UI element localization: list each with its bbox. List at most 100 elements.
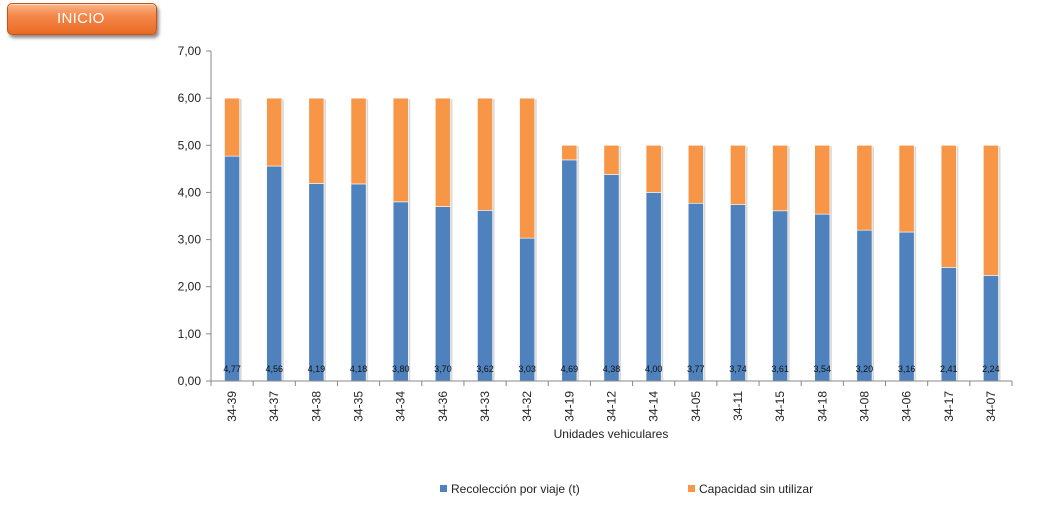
x-axis-title: Unidades vehiculares	[554, 427, 669, 441]
bar-value-label: 3,03	[518, 364, 536, 374]
y-tick-label: 0,00	[178, 374, 202, 388]
x-tick-label: 34-34	[394, 391, 408, 422]
bar-value-label: 4,19	[308, 364, 326, 374]
bar-recoleccion	[519, 237, 536, 382]
bar-recoleccion	[645, 192, 662, 382]
y-tick-label: 5,00	[178, 138, 202, 152]
bar-shadow	[281, 99, 284, 382]
bar-shadow	[323, 99, 326, 382]
x-tick-label: 34-08	[857, 391, 871, 422]
bar-recoleccion	[477, 210, 493, 382]
x-tick-label: 34-06	[900, 391, 914, 422]
bar-capacidad	[983, 144, 999, 276]
y-axis: 0,00 1,00 2,00 3,00 4,00 5,00 6,00 7,00	[178, 44, 212, 388]
bar-capacidad	[519, 97, 536, 239]
bar-recoleccion	[224, 155, 240, 382]
x-tick-label: 34-37	[267, 391, 281, 422]
y-tick-label: 7,00	[178, 44, 202, 58]
bar-shadow	[998, 146, 1001, 381]
bar-value-label: 3,62	[476, 364, 494, 374]
bar-value-label: 3,54	[814, 364, 832, 374]
bar-value-label: 4,69	[561, 364, 579, 374]
bar-value-label: 4,56	[265, 364, 283, 374]
bar-shadow	[408, 99, 411, 382]
bar-capacidad	[308, 97, 325, 184]
x-tick-label: 34-35	[352, 391, 366, 422]
bar-shadow	[787, 146, 790, 381]
x-tick-label: 34-14	[647, 391, 661, 422]
x-tick-label: 34-39	[225, 391, 239, 422]
x-tick-label: 34-19	[562, 391, 576, 422]
bar-shadow	[829, 146, 832, 381]
bar-shadow	[914, 146, 917, 381]
bar-value-label: 3,16	[898, 364, 916, 374]
x-tick-label: 34-33	[478, 391, 492, 422]
y-tick-label: 2,00	[178, 280, 202, 294]
y-tick-label: 6,00	[178, 91, 202, 105]
bar-recoleccion	[730, 204, 746, 382]
x-tick-label: 34-18	[815, 391, 829, 422]
x-tick-label: 34-07	[984, 391, 998, 422]
bar-value-label: 2,41	[940, 364, 958, 374]
bar-capacidad	[856, 144, 873, 231]
bars	[224, 97, 1001, 382]
bar-shadow	[703, 146, 706, 381]
bar-recoleccion	[350, 183, 367, 382]
x-tick-label: 34-11	[731, 391, 745, 421]
inicio-button[interactable]: INICIO	[7, 3, 157, 35]
bar-shadow	[239, 99, 242, 382]
bar-shadow	[661, 146, 664, 381]
bar-shadow	[450, 99, 453, 382]
x-tick-label: 34-17	[942, 391, 956, 422]
bar-recoleccion	[687, 202, 704, 382]
bar-value-label: 4,38	[603, 364, 621, 374]
bar-recoleccion	[814, 213, 831, 382]
bar-value-label: 3,20	[856, 364, 874, 374]
legend: Recolección por viaje (t) Capacidad sin u…	[440, 482, 813, 496]
y-tick-label: 4,00	[178, 185, 202, 199]
bar-capacidad	[266, 97, 283, 167]
bar-recoleccion	[898, 231, 915, 382]
bar-shadow	[492, 99, 495, 382]
bar-shadow	[366, 99, 369, 382]
bar-value-label: 3,74	[729, 364, 747, 374]
bar-shadow	[745, 146, 748, 381]
bar-capacidad	[898, 144, 915, 233]
bar-recoleccion	[603, 174, 620, 382]
bar-recoleccion	[856, 229, 873, 382]
bar-capacidad	[603, 144, 620, 175]
x-axis: 34-39 34-37 34-38 34-35 34-34 34-36 34-33 34-32…	[210, 380, 1013, 422]
bar-shadow	[576, 146, 579, 381]
bar-recoleccion	[266, 165, 283, 382]
bar-value-label: 4,00	[645, 364, 663, 374]
x-tick-label: 34-05	[689, 391, 703, 422]
bar-capacidad	[687, 144, 704, 204]
bar-value-label: 3,70	[434, 364, 452, 374]
bar-capacidad	[392, 97, 409, 203]
x-tick-label: 34-32	[520, 391, 534, 422]
legend-label: Capacidad sin utilizar	[699, 482, 813, 496]
bar-capacidad	[814, 144, 831, 215]
bar-capacidad	[224, 97, 240, 157]
y-tick-label: 1,00	[178, 327, 202, 341]
bar-capacidad	[645, 144, 662, 193]
bar-value-label: 2,24	[982, 364, 1000, 374]
legend-swatch	[688, 485, 695, 492]
bar-recoleccion	[308, 183, 325, 382]
bar-capacidad	[772, 144, 789, 212]
data-labels: 4,77 4,56 4,19 4,18 3,80 3,70 3,62 3,03 4,69 4,38…	[223, 364, 999, 374]
bar-shadow	[534, 99, 537, 382]
y-tick-label: 3,00	[178, 233, 202, 247]
bar-capacidad	[561, 144, 578, 161]
x-tick-label: 34-12	[605, 391, 619, 422]
bar-value-label: 3,61	[771, 364, 789, 374]
bar-recoleccion	[772, 210, 789, 382]
bar-capacidad	[434, 97, 451, 207]
bar-capacidad	[350, 97, 367, 185]
bar-capacidad	[940, 144, 957, 268]
bar-recoleccion	[392, 201, 409, 382]
bar-value-label: 4,77	[223, 364, 241, 374]
x-tick-label: 34-36	[436, 391, 450, 422]
legend-swatch	[440, 485, 447, 492]
